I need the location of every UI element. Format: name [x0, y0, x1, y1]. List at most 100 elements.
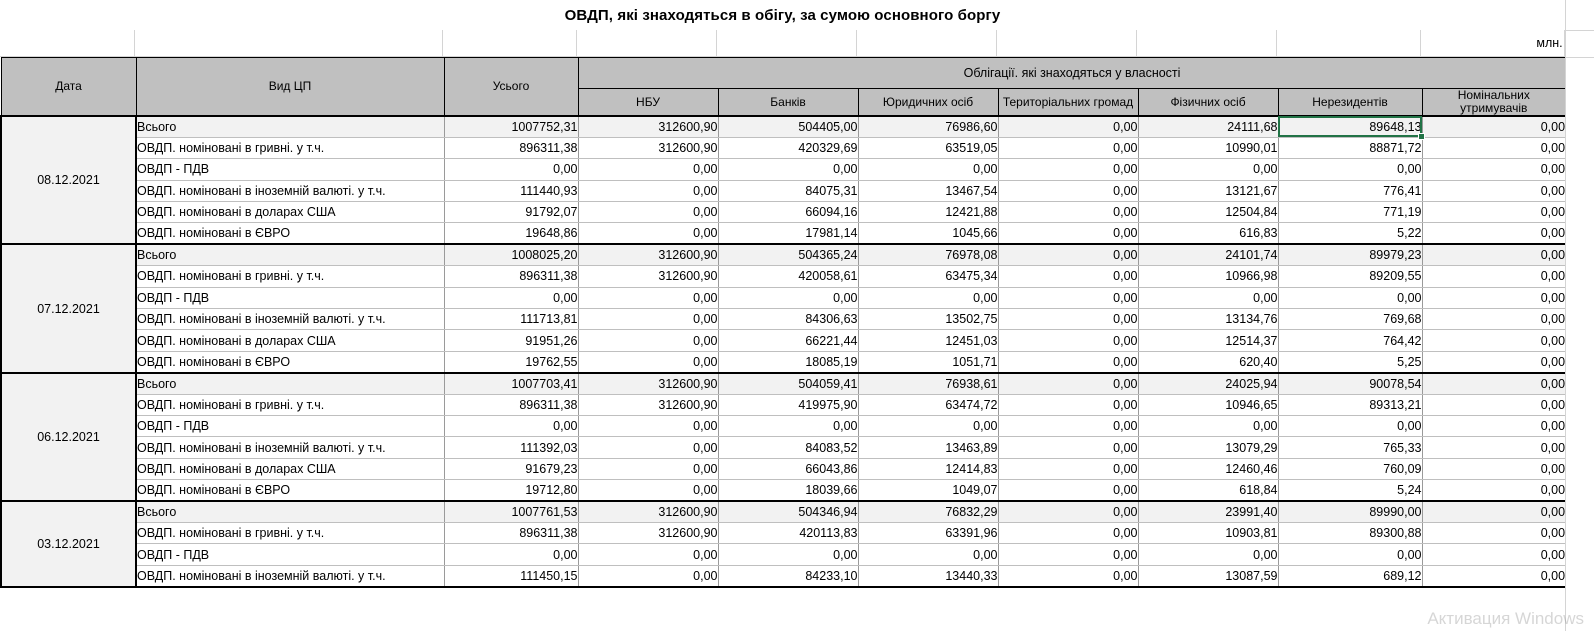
value-cell-individuals[interactable]: 10946,65: [1137, 393, 1279, 416]
security-type-cell[interactable]: ОВДП. номіновані в гривні. у т.ч.: [135, 521, 445, 545]
value-cell-banks[interactable]: 504346,94: [717, 500, 859, 523]
value-cell-nbu[interactable]: 0,00: [577, 222, 719, 246]
value-cell-legal[interactable]: 63519,05: [857, 136, 999, 160]
value-cell-nonresidents[interactable]: 89209,55: [1277, 265, 1423, 288]
value-cell-nominal[interactable]: 0,00: [1421, 350, 1568, 374]
value-cell-nonresidents[interactable]: 89979,23: [1277, 243, 1423, 267]
value-cell-nonresidents[interactable]: 5,24: [1277, 479, 1423, 503]
value-cell-nominal[interactable]: 0,00: [1421, 243, 1568, 267]
value-cell-banks[interactable]: 0,00: [717, 158, 859, 181]
value-cell-individuals[interactable]: 12514,37: [1137, 329, 1279, 352]
value-cell-legal[interactable]: 12414,83: [857, 457, 999, 481]
value-cell-legal[interactable]: 0,00: [857, 158, 999, 181]
security-type-cell[interactable]: ОВДП. номіновані в гривні. у т.ч.: [135, 393, 445, 416]
value-cell-legal[interactable]: 63475,34: [857, 265, 999, 288]
value-cell-nbu[interactable]: 312600,90: [577, 114, 719, 138]
value-cell-individuals[interactable]: 0,00: [1137, 414, 1279, 438]
value-cell-nbu[interactable]: 312600,90: [577, 500, 719, 523]
value-cell-nominal[interactable]: 0,00: [1421, 393, 1568, 416]
col-header-nbu[interactable]: НБУ: [577, 88, 719, 117]
value-cell-legal[interactable]: 63391,96: [857, 521, 999, 545]
value-cell-nbu[interactable]: 0,00: [577, 564, 719, 588]
value-cell-banks[interactable]: 504405,00: [717, 114, 859, 138]
value-cell-legal[interactable]: 12451,03: [857, 329, 999, 352]
value-cell-territorial[interactable]: 0,00: [997, 179, 1139, 203]
value-cell-individuals[interactable]: 0,00: [1137, 543, 1279, 566]
value-cell-nominal[interactable]: 0,00: [1421, 286, 1568, 310]
value-cell-total[interactable]: 1007761,53: [443, 500, 579, 523]
value-cell-nonresidents[interactable]: 0,00: [1277, 543, 1423, 566]
value-cell-nominal[interactable]: 0,00: [1421, 543, 1568, 566]
value-cell-total[interactable]: 111450,15: [443, 564, 579, 588]
value-cell-nbu[interactable]: 0,00: [577, 436, 719, 459]
value-cell-nonresidents[interactable]: 5,25: [1277, 350, 1423, 374]
col-header-legal-entities[interactable]: Юридичних осіб: [857, 88, 999, 117]
value-cell-territorial[interactable]: 0,00: [997, 286, 1139, 310]
value-cell-territorial[interactable]: 0,00: [997, 393, 1139, 416]
value-cell-territorial[interactable]: 0,00: [997, 222, 1139, 246]
value-cell-total[interactable]: 91792,07: [443, 201, 579, 224]
value-cell-nbu[interactable]: 0,00: [577, 286, 719, 310]
value-cell-nonresidents[interactable]: 89313,21: [1277, 393, 1423, 416]
value-cell-territorial[interactable]: 0,00: [997, 243, 1139, 267]
value-cell-nonresidents[interactable]: 89300,88: [1277, 521, 1423, 545]
value-cell-territorial[interactable]: 0,00: [997, 564, 1139, 588]
value-cell-nonresidents[interactable]: 765,33: [1277, 436, 1423, 459]
value-cell-individuals[interactable]: 24025,94: [1137, 371, 1279, 395]
security-type-cell[interactable]: Всього: [135, 243, 445, 267]
value-cell-individuals[interactable]: 23991,40: [1137, 500, 1279, 523]
value-cell-nbu[interactable]: 0,00: [577, 329, 719, 352]
security-type-cell[interactable]: ОВДП. номіновані в іноземній валюті. у т…: [135, 436, 445, 459]
col-header-security-type[interactable]: Вид ЦП: [135, 57, 445, 117]
value-cell-banks[interactable]: 18085,19: [717, 350, 859, 374]
value-cell-territorial[interactable]: 0,00: [997, 500, 1139, 523]
value-cell-individuals[interactable]: 618,84: [1137, 479, 1279, 503]
value-cell-territorial[interactable]: 0,00: [997, 201, 1139, 224]
security-type-cell[interactable]: ОВДП. номіновані в ЄВРО: [135, 479, 445, 503]
value-cell-nonresidents[interactable]: 689,12: [1277, 564, 1423, 588]
value-cell-legal[interactable]: 76832,29: [857, 500, 999, 523]
security-type-cell[interactable]: ОВДП. номіновані в доларах США: [135, 201, 445, 224]
security-type-cell[interactable]: ОВДП - ПДВ: [135, 158, 445, 181]
value-cell-total[interactable]: 1008025,20: [443, 243, 579, 267]
value-cell-nominal[interactable]: 0,00: [1421, 222, 1568, 246]
value-cell-legal[interactable]: 63474,72: [857, 393, 999, 416]
value-cell-legal[interactable]: 0,00: [857, 543, 999, 566]
security-type-cell[interactable]: ОВДП. номіновані в іноземній валюті. у т…: [135, 179, 445, 203]
value-cell-nominal[interactable]: 0,00: [1421, 136, 1568, 160]
value-cell-total[interactable]: 1007703,41: [443, 371, 579, 395]
value-cell-nonresidents[interactable]: 764,42: [1277, 329, 1423, 352]
value-cell-individuals[interactable]: 10903,81: [1137, 521, 1279, 545]
value-cell-territorial[interactable]: 0,00: [997, 371, 1139, 395]
value-cell-total[interactable]: 896311,38: [443, 136, 579, 160]
security-type-cell[interactable]: Всього: [135, 500, 445, 523]
value-cell-nbu[interactable]: 312600,90: [577, 393, 719, 416]
value-cell-nbu[interactable]: 312600,90: [577, 371, 719, 395]
value-cell-territorial[interactable]: 0,00: [997, 265, 1139, 288]
value-cell-nominal[interactable]: 0,00: [1421, 201, 1568, 224]
value-cell-banks[interactable]: 17981,14: [717, 222, 859, 246]
value-cell-legal[interactable]: 1051,71: [857, 350, 999, 374]
value-cell-territorial[interactable]: 0,00: [997, 350, 1139, 374]
value-cell-nominal[interactable]: 0,00: [1421, 564, 1568, 588]
value-cell-total[interactable]: 19712,80: [443, 479, 579, 503]
value-cell-banks[interactable]: 0,00: [717, 543, 859, 566]
value-cell-nominal[interactable]: 0,00: [1421, 457, 1568, 481]
value-cell-nominal[interactable]: 0,00: [1421, 158, 1568, 181]
security-type-cell[interactable]: ОВДП - ПДВ: [135, 543, 445, 566]
value-cell-nonresidents[interactable]: 769,68: [1277, 308, 1423, 331]
value-cell-nbu[interactable]: 312600,90: [577, 521, 719, 545]
value-cell-nonresidents[interactable]: 771,19: [1277, 201, 1423, 224]
value-cell-individuals[interactable]: 24111,68: [1137, 114, 1279, 138]
value-cell-banks[interactable]: 66043,86: [717, 457, 859, 481]
value-cell-nominal[interactable]: 0,00: [1421, 114, 1568, 138]
value-cell-territorial[interactable]: 0,00: [997, 414, 1139, 438]
value-cell-total[interactable]: 896311,38: [443, 265, 579, 288]
value-cell-nbu[interactable]: 0,00: [577, 308, 719, 331]
value-cell-legal[interactable]: 13467,54: [857, 179, 999, 203]
value-cell-individuals[interactable]: 616,83: [1137, 222, 1279, 246]
value-cell-nbu[interactable]: 0,00: [577, 158, 719, 181]
security-type-cell[interactable]: ОВДП. номіновані в іноземній валюті. у т…: [135, 564, 445, 588]
value-cell-individuals[interactable]: 13134,76: [1137, 308, 1279, 331]
value-cell-banks[interactable]: 420113,83: [717, 521, 859, 545]
